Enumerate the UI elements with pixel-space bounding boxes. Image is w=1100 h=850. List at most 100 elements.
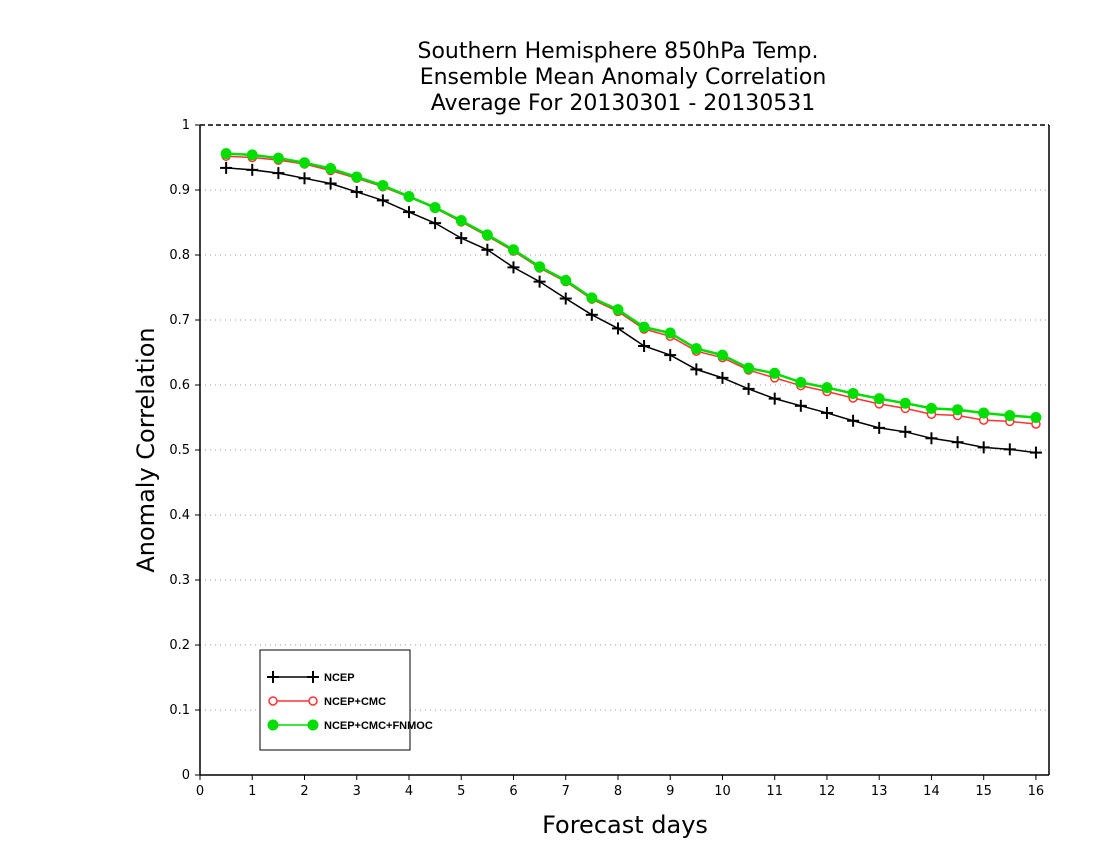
x-tick-label: 1 <box>248 784 256 799</box>
data-point <box>403 191 415 202</box>
data-point <box>585 308 598 321</box>
y-tick-label: 0.3 <box>169 573 190 588</box>
data-point <box>820 406 833 419</box>
legend-label: NCEP+CMC <box>324 696 386 708</box>
data-point <box>873 393 885 405</box>
x-tick-label: 2 <box>300 784 308 799</box>
data-point <box>220 148 232 160</box>
legend-box <box>259 649 411 751</box>
data-point <box>351 171 363 183</box>
data-point <box>246 163 259 176</box>
data-point <box>325 163 337 175</box>
data-point <box>402 206 415 219</box>
x-axis-label: Forecast days <box>542 811 708 839</box>
y-tick-label: 0.6 <box>169 378 190 393</box>
y-tick-label: 0.9 <box>169 183 190 198</box>
data-point <box>377 179 389 191</box>
x-tick-label: 3 <box>353 784 361 799</box>
data-point <box>350 185 363 198</box>
legend-label: NCEP+CMC+FNMOC <box>324 720 433 732</box>
series-ncep-cmc <box>221 151 1041 429</box>
chart-title-line-2: Ensemble Mean Anomaly Correlation <box>420 65 827 90</box>
data-point <box>768 392 781 405</box>
x-tick-label: 13 <box>871 784 888 799</box>
data-point <box>638 321 650 333</box>
data-point <box>847 414 860 427</box>
data-point <box>1029 446 1042 459</box>
y-tick-label: 0.8 <box>169 248 190 263</box>
data-point <box>1030 412 1042 423</box>
chart-title-line-3: Average For 20130301 - 20130531 <box>431 91 816 116</box>
x-tick-label: 0 <box>196 784 204 799</box>
data-point <box>795 376 807 388</box>
data-point <box>298 172 311 185</box>
legend: NCEP NCEP+CMC NCEP+CMC+FNMOC <box>259 649 433 751</box>
legend-label: NCEP <box>324 672 355 684</box>
data-point <box>481 229 493 241</box>
grid <box>200 189 1049 711</box>
data-point <box>690 363 703 376</box>
x-tick-label: 10 <box>714 784 731 799</box>
x-tick-label: 9 <box>666 784 674 799</box>
legend-marker <box>307 719 319 731</box>
y-tick-label: 0.5 <box>169 443 190 458</box>
y-tick-label: 0.1 <box>169 703 190 718</box>
data-point <box>455 232 468 245</box>
data-point <box>742 382 755 395</box>
data-point <box>1003 443 1016 456</box>
data-point <box>220 161 233 174</box>
chart-title-line-1: Southern Hemisphere 850hPa Temp. <box>418 39 819 64</box>
data-point <box>821 382 833 394</box>
data-point <box>507 244 519 256</box>
tick-labels: 00.10.20.30.40.50.60.70.80.910 1 2 3 4 5 6 7 8 9 1… <box>169 118 1044 799</box>
series-ncep-cmc-fnmoc <box>220 148 1042 423</box>
data-point <box>272 152 284 164</box>
legend-marker <box>308 696 318 706</box>
data-point <box>690 343 702 355</box>
axes <box>195 124 1050 780</box>
x-tick-label: 5 <box>457 784 465 799</box>
legend-marker <box>267 671 279 683</box>
data-point <box>507 261 520 274</box>
data-point <box>481 243 494 256</box>
data-point <box>429 217 442 230</box>
data-point <box>455 215 467 227</box>
x-tick-label: 15 <box>975 784 992 799</box>
data-point <box>952 404 964 416</box>
series-ncep <box>220 161 1042 459</box>
data-point <box>534 261 546 273</box>
x-tick-label: 16 <box>1028 784 1045 799</box>
data-point <box>638 340 651 352</box>
data-point <box>612 304 624 316</box>
data-point <box>298 157 310 169</box>
data-point <box>429 202 441 214</box>
data-point <box>899 397 911 409</box>
y-tick-label: 0.7 <box>169 313 190 328</box>
x-tick-label: 14 <box>923 784 940 799</box>
legend-marker <box>267 719 279 731</box>
y-tick-label: 0 <box>182 768 190 783</box>
data-point <box>272 167 285 180</box>
data-point <box>978 407 990 419</box>
x-tick-label: 12 <box>819 784 836 799</box>
data-point <box>586 292 598 304</box>
x-tick-label: 8 <box>614 784 622 799</box>
data-point <box>376 194 389 207</box>
data-point <box>794 399 807 412</box>
x-tick-label: 6 <box>509 784 517 799</box>
data-point <box>873 421 886 434</box>
legend-entry: NCEP+CMC+FNMOC <box>267 719 433 732</box>
data-point <box>560 274 572 286</box>
data-point <box>664 327 676 339</box>
data-point <box>611 322 624 335</box>
data-point <box>847 387 859 399</box>
data-point <box>716 371 729 384</box>
legend-entry: NCEP+CMC <box>268 696 386 708</box>
y-tick-label: 0.4 <box>169 508 190 523</box>
y-tick-label: 1 <box>182 118 190 133</box>
legend-marker <box>307 671 319 683</box>
x-tick-label: 11 <box>766 784 783 799</box>
data-point <box>769 367 781 379</box>
series-line <box>226 152 1037 419</box>
